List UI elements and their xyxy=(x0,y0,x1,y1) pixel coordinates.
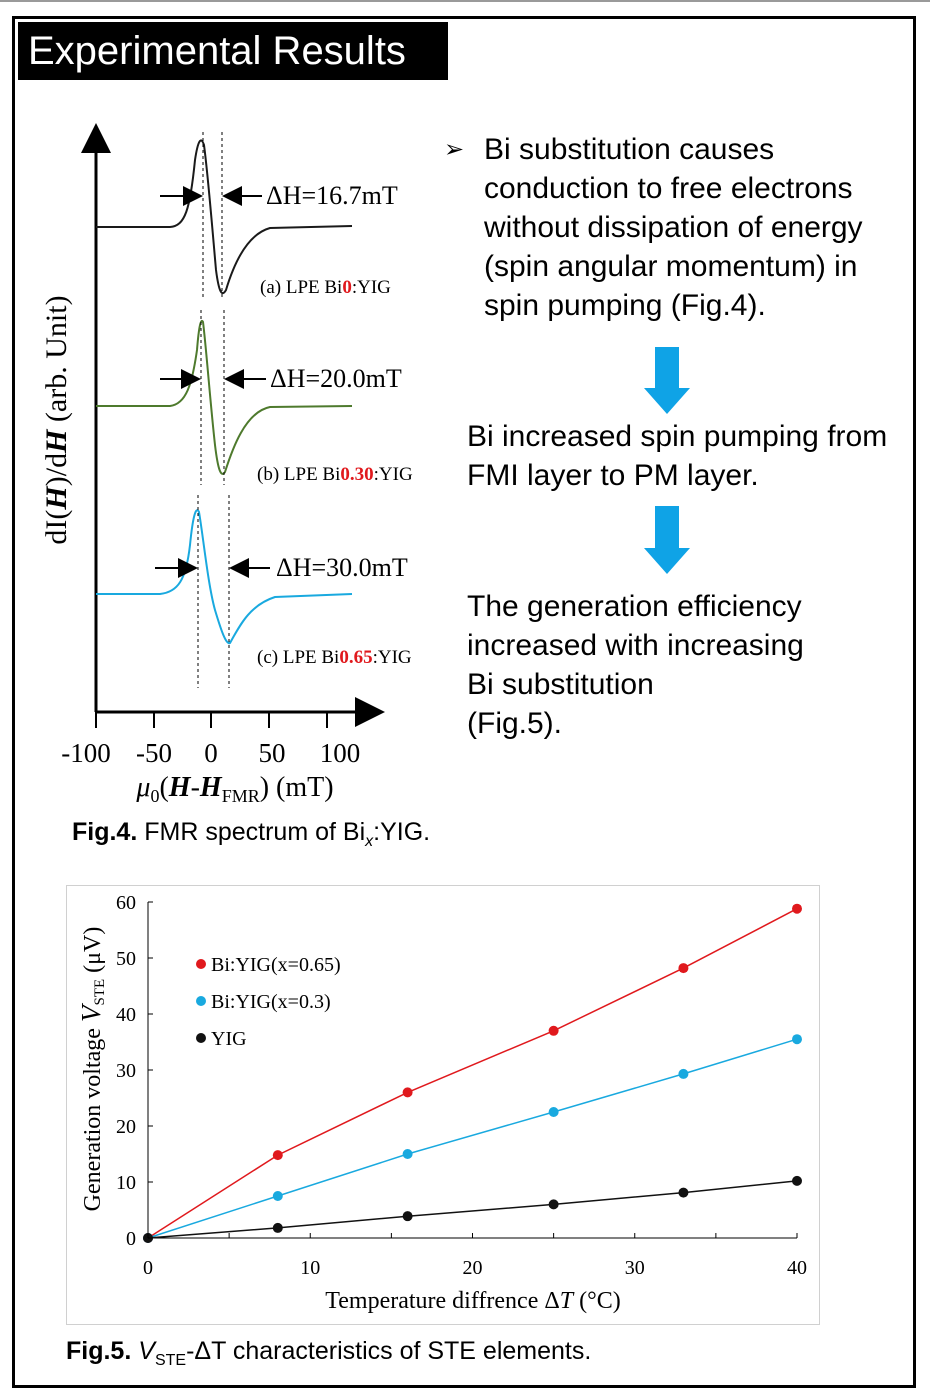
section-title: Experimental Results xyxy=(18,22,448,80)
bullet-arrow-icon: ➢ xyxy=(444,136,465,163)
statement-line: Bi substitution xyxy=(467,668,654,701)
poster-frame xyxy=(12,16,916,1388)
statement-line: The generation efficiency xyxy=(467,590,802,623)
bullet-text: Bi substitution causes conduction to fre… xyxy=(484,133,863,322)
fig5-chart-frame xyxy=(66,885,820,1325)
fig5-caption: Fig.5. VSTE-ΔT characteristics of STE el… xyxy=(66,1337,592,1369)
statement-spin-pumping: Bi increased spin pumping from FMI layer… xyxy=(467,420,888,492)
statement-line: increased with increasing xyxy=(467,629,804,662)
top-rule xyxy=(0,0,930,2)
statement-line: (Fig.5). xyxy=(467,707,563,740)
fig4-caption: Fig.4. FMR spectrum of Bix:YIG. xyxy=(72,818,431,850)
statement-efficiency: The generation efficiency increased with… xyxy=(467,587,907,743)
